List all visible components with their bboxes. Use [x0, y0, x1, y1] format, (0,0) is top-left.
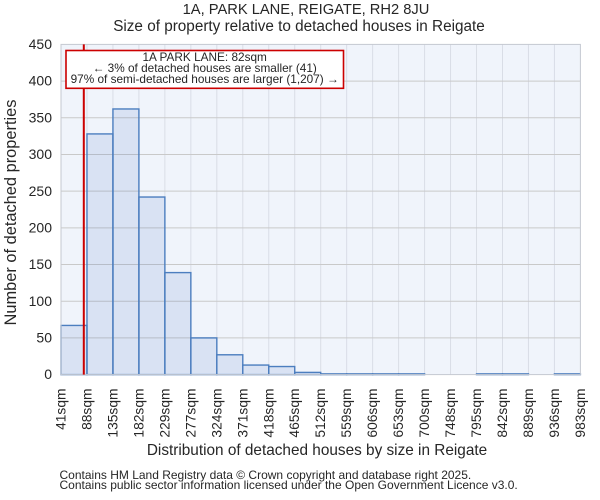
svg-text:748sqm: 748sqm — [443, 389, 458, 438]
svg-text:400: 400 — [29, 73, 53, 89]
svg-text:Contains public sector informa: Contains public sector information licen… — [60, 478, 518, 492]
svg-text:100: 100 — [29, 293, 53, 309]
svg-text:50: 50 — [36, 330, 52, 346]
svg-text:0: 0 — [44, 366, 52, 382]
svg-text:983sqm: 983sqm — [573, 389, 588, 438]
svg-text:936sqm: 936sqm — [547, 389, 562, 438]
svg-text:371sqm: 371sqm — [235, 389, 250, 438]
svg-text:229sqm: 229sqm — [157, 389, 172, 438]
svg-text:512sqm: 512sqm — [313, 389, 328, 438]
svg-text:300: 300 — [29, 146, 53, 162]
svg-text:Contains HM Land Registry data: Contains HM Land Registry data © Crown c… — [60, 468, 472, 482]
svg-text:653sqm: 653sqm — [391, 389, 406, 438]
svg-text:135sqm: 135sqm — [105, 389, 120, 438]
svg-text:559sqm: 559sqm — [339, 389, 354, 438]
svg-text:Number of detached properties: Number of detached properties — [2, 100, 20, 326]
svg-text:889sqm: 889sqm — [521, 389, 536, 438]
svg-text:1A, PARK LANE, REIGATE, RH2 8J: 1A, PARK LANE, REIGATE, RH2 8JU — [183, 2, 430, 18]
svg-text:277sqm: 277sqm — [183, 389, 198, 438]
svg-text:Distribution of detached house: Distribution of detached houses by size … — [147, 442, 487, 459]
svg-text:795sqm: 795sqm — [469, 389, 484, 438]
svg-text:700sqm: 700sqm — [417, 389, 432, 438]
svg-text:150: 150 — [29, 256, 53, 272]
svg-text:418sqm: 418sqm — [261, 389, 276, 438]
svg-text:97% of semi-detached houses ar: 97% of semi-detached houses are larger (… — [71, 72, 339, 86]
svg-text:← 3% of detached houses are sm: ← 3% of detached houses are smaller (41) — [93, 61, 317, 75]
svg-text:200: 200 — [29, 219, 53, 235]
svg-text:250: 250 — [29, 183, 53, 199]
svg-text:182sqm: 182sqm — [131, 389, 146, 438]
svg-text:606sqm: 606sqm — [365, 389, 380, 438]
svg-text:88sqm: 88sqm — [80, 389, 95, 430]
svg-text:324sqm: 324sqm — [209, 389, 224, 438]
svg-text:465sqm: 465sqm — [287, 389, 302, 438]
svg-text:350: 350 — [29, 109, 53, 125]
svg-text:Size of property relative to d: Size of property relative to detached ho… — [113, 18, 485, 35]
svg-text:41sqm: 41sqm — [54, 389, 69, 430]
svg-text:1A PARK LANE: 82sqm: 1A PARK LANE: 82sqm — [143, 50, 268, 64]
svg-text:450: 450 — [29, 36, 53, 52]
svg-text:842sqm: 842sqm — [495, 389, 510, 438]
